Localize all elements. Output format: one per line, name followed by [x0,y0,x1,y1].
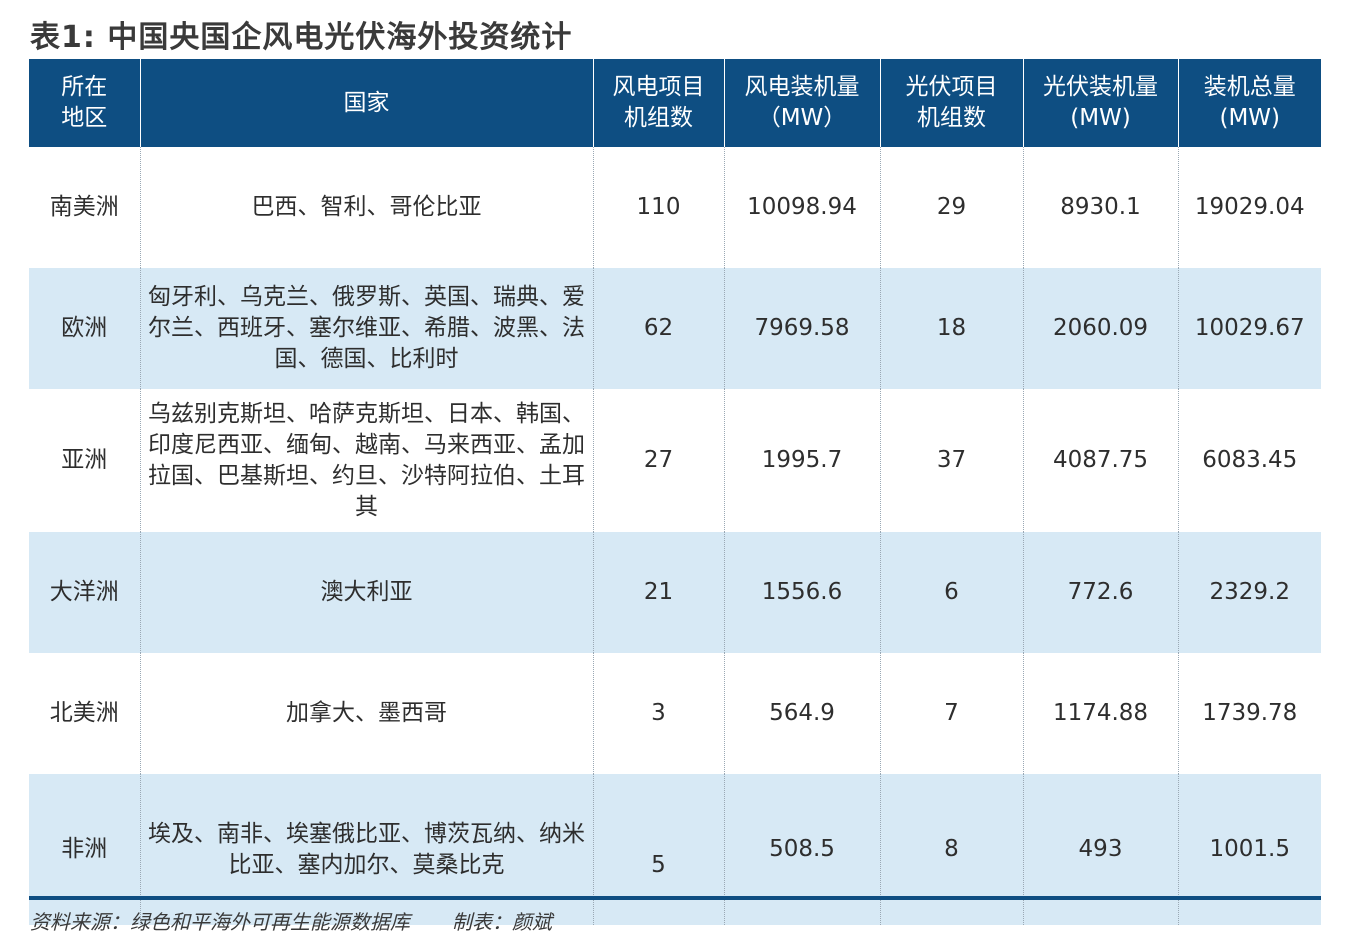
pv-units-cell: 37 [879,389,1023,532]
pv-units-cell: 18 [879,268,1023,389]
total-capacity-cell: 2329.2 [1177,532,1321,653]
pv-capacity-cell: 772.6 [1022,532,1178,653]
total-capacity-cell: 19029.04 [1177,147,1321,268]
total-capacity-cell: 10029.67 [1177,268,1321,389]
pv-capacity-cell: 2060.09 [1022,268,1178,389]
wind-units-cell: 110 [592,147,724,268]
wind-units-cell: 3 [592,653,724,774]
table-row: 欧洲 匈牙利、乌克兰、俄罗斯、英国、瑞典、爱尔兰、西班牙、塞尔维亚、希腊、波黑、… [29,268,1321,389]
table-header-row: 所在 地区 国家 风电项目 机组数 风电装机量 （MW） 光伏项目 机组数 光伏… [29,59,1321,147]
pv-capacity-cell: 1174.88 [1022,653,1178,774]
countries-cell: 埃及、南非、埃塞俄比亚、博茨瓦纳、纳米比亚、塞内加尔、莫桑比克 [139,774,593,925]
pv-units-cell: 7 [879,653,1023,774]
wind-capacity-cell: 1995.7 [723,389,880,532]
author-text: 制表：颜斌 [452,910,552,934]
wind-units-cell: 27 [592,389,724,532]
pv-units-cell: 6 [879,532,1023,653]
table-row: 南美洲 巴西、智利、哥伦比亚 110 10098.94 29 8930.1 19… [29,147,1321,268]
header-countries: 国家 [139,59,593,147]
region-cell: 非洲 [29,774,140,925]
header-pv-capacity: 光伏装机量 (MW) [1022,59,1178,147]
region-cell: 南美洲 [29,147,140,268]
total-capacity-cell: 1001.5 [1177,774,1321,925]
header-total-capacity: 装机总量 (MW) [1177,59,1321,147]
wind-units-cell: 5 [592,774,724,925]
investment-table: 所在 地区 国家 风电项目 机组数 风电装机量 （MW） 光伏项目 机组数 光伏… [29,59,1321,925]
countries-cell: 澳大利亚 [139,532,593,653]
table-row: 非洲 埃及、南非、埃塞俄比亚、博茨瓦纳、纳米比亚、塞内加尔、莫桑比克 5 508… [29,774,1321,925]
wind-capacity-cell: 508.5 [723,774,880,925]
pv-capacity-cell: 493 [1022,774,1178,925]
table-row: 北美洲 加拿大、墨西哥 3 564.9 7 1174.88 1739.78 [29,653,1321,774]
header-wind-units: 风电项目 机组数 [592,59,724,147]
table-title: 表1: 中国央国企风电光伏海外投资统计 [30,20,573,55]
pv-units-cell: 8 [879,774,1023,925]
region-cell: 大洋洲 [29,532,140,653]
source-note: 资料来源：绿色和平海外可再生能源数据库 制表：颜斌 [30,906,552,935]
header-region: 所在 地区 [29,59,140,147]
total-capacity-cell: 6083.45 [1177,389,1321,532]
wind-capacity-cell: 10098.94 [723,147,880,268]
source-text: 资料来源：绿色和平海外可再生能源数据库 [30,910,410,934]
countries-cell: 乌兹别克斯坦、哈萨克斯坦、日本、韩国、印度尼西亚、缅甸、越南、马来西亚、孟加拉国… [139,389,593,532]
header-wind-capacity: 风电装机量 （MW） [723,59,880,147]
countries-cell: 匈牙利、乌克兰、俄罗斯、英国、瑞典、爱尔兰、西班牙、塞尔维亚、希腊、波黑、法国、… [139,268,593,389]
region-cell: 欧洲 [29,268,140,389]
wind-units-cell: 21 [592,532,724,653]
wind-units-cell: 62 [592,268,724,389]
pv-units-cell: 29 [879,147,1023,268]
region-cell: 北美洲 [29,653,140,774]
table-row: 大洋洲 澳大利亚 21 1556.6 6 772.6 2329.2 [29,532,1321,653]
wind-capacity-cell: 7969.58 [723,268,880,389]
wind-capacity-cell: 1556.6 [723,532,880,653]
wind-capacity-cell: 564.9 [723,653,880,774]
table-bottom-rule [29,896,1321,900]
countries-cell: 巴西、智利、哥伦比亚 [139,147,593,268]
table-row: 亚洲 乌兹别克斯坦、哈萨克斯坦、日本、韩国、印度尼西亚、缅甸、越南、马来西亚、孟… [29,389,1321,532]
region-cell: 亚洲 [29,389,140,532]
header-pv-units: 光伏项目 机组数 [879,59,1023,147]
total-capacity-cell: 1739.78 [1177,653,1321,774]
pv-capacity-cell: 4087.75 [1022,389,1178,532]
countries-cell: 加拿大、墨西哥 [139,653,593,774]
pv-capacity-cell: 8930.1 [1022,147,1178,268]
